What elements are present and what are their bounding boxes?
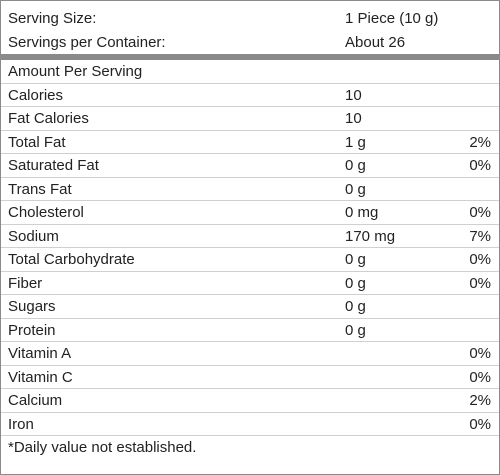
nutrient-row: Calcium 2% <box>1 389 499 413</box>
nutrient-amount: 170 mg <box>345 227 396 245</box>
serving-row: Serving Size: 1 Piece (10 g) <box>1 7 499 31</box>
daily-value: 0% <box>469 415 491 433</box>
nutrient-label: Cholesterol <box>8 204 84 221</box>
nutrient-row: Vitamin C 0% <box>1 366 499 389</box>
nutrient-label: Total Fat <box>8 133 66 151</box>
nutrient-label: Fiber <box>8 274 43 292</box>
daily-value: 2% <box>469 392 491 409</box>
nutrient-row: Calories 10 <box>1 84 499 107</box>
nutrient-label: Trans Fat <box>8 180 72 198</box>
nutrient-amount: 0 g <box>345 298 366 315</box>
serving-row: Servings per Container: About 26 <box>1 31 499 55</box>
nutrient-row: Total Fat 1 g 2% <box>1 131 499 154</box>
nutrient-label: Vitamin A <box>8 345 72 362</box>
nutrient-label: Calcium <box>8 392 63 409</box>
nutrient-row: Sodium 170 mg 7% <box>1 225 499 248</box>
nutrient-label: Iron <box>8 415 34 433</box>
nutrient-row: Vitamin A 0% <box>1 342 499 366</box>
nutrient-row: Trans Fat 0 g <box>1 178 499 201</box>
nutrient-row: Fiber 0 g 0% <box>1 272 499 295</box>
nutrient-label: Calories <box>8 86 64 104</box>
daily-value: 0% <box>469 251 491 268</box>
serving-value: 1 Piece (10 g) <box>345 10 439 27</box>
separator <box>1 54 499 60</box>
serving-value: About 26 <box>345 33 406 51</box>
nutrient-row: Fat Calories 10 <box>1 107 499 131</box>
daily-value: 0% <box>469 368 491 386</box>
amount-heading: Amount Per Serving <box>8 63 143 80</box>
nutrient-row: Cholesterol 0 mg 0% <box>1 201 499 225</box>
footnote: *Daily value not established. <box>8 439 197 456</box>
nutrient-amount: 0 g <box>345 180 366 198</box>
nutrient-row: Protein 0 g <box>1 319 499 342</box>
daily-value: 0% <box>469 204 491 221</box>
nutrient-amount: 0 g <box>345 321 366 339</box>
nutrient-amount: 0 g <box>345 274 366 292</box>
nutrient-label: Sodium <box>8 227 59 245</box>
nutrient-label: Fat Calories <box>8 110 89 127</box>
nutrient-label: Saturated Fat <box>8 157 99 174</box>
nutrient-amount: 10 <box>345 110 362 127</box>
nutrient-row: Sugars 0 g <box>1 295 499 319</box>
nutrient-label: Protein <box>8 321 56 339</box>
nutrient-label: Total Carbohydrate <box>8 251 135 268</box>
amount-heading-row: Amount Per Serving <box>1 60 499 84</box>
serving-label: Servings per Container: <box>8 33 166 51</box>
footnote-row: *Daily value not established. <box>1 436 499 460</box>
daily-value: 7% <box>469 227 491 245</box>
nutrient-amount: 0 g <box>345 157 366 174</box>
nutrient-label: Sugars <box>8 298 56 315</box>
nutrient-amount: 1 g <box>345 133 366 151</box>
serving-label: Serving Size: <box>8 10 97 27</box>
nutrient-rows: Calories 10 Fat Calories 10 Total Fat 1 g 2% Sa… <box>1 84 499 436</box>
nutrient-amount: 0 g <box>345 251 366 268</box>
nutrient-row: Saturated Fat 0 g 0% <box>1 154 499 178</box>
nutrient-amount: 10 <box>345 86 362 104</box>
nutrient-row: Iron 0% <box>1 413 499 436</box>
nutrient-label: Vitamin C <box>8 368 73 386</box>
daily-value: 2% <box>469 133 491 151</box>
nutrient-amount: 0 mg <box>345 204 379 221</box>
daily-value: 0% <box>469 274 491 292</box>
serving-section: Serving Size: 1 Piece (10 g) Servings per … <box>1 1 499 54</box>
daily-value: 0% <box>469 345 491 362</box>
daily-value: 0% <box>469 157 491 174</box>
nutrient-row: Total Carbohydrate 0 g 0% <box>1 248 499 272</box>
